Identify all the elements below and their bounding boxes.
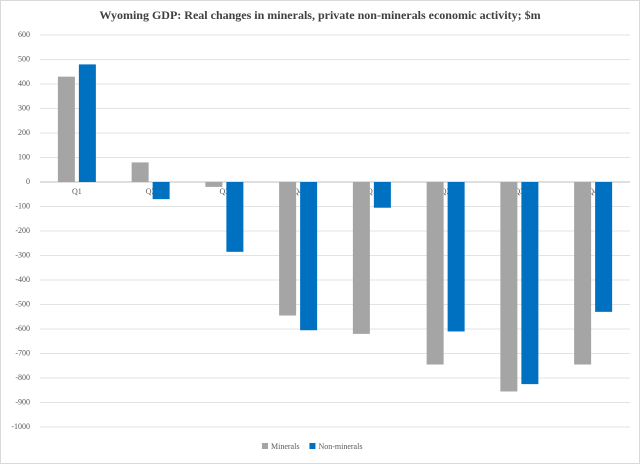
y-tick-label: 600 — [18, 30, 30, 39]
x-tick-label: Q1 — [367, 187, 377, 196]
bar — [152, 182, 170, 200]
bar — [373, 182, 391, 208]
bar — [595, 182, 613, 312]
bar — [574, 182, 592, 365]
bar — [279, 182, 297, 316]
y-tick-label: 100 — [18, 152, 30, 161]
y-tick-label: -500 — [15, 299, 30, 308]
x-tick-label: Q3 — [514, 187, 524, 196]
x-tick-label: Q3 — [219, 187, 229, 196]
y-tick-label: -200 — [15, 226, 30, 235]
legend-label: Non-minerals — [318, 442, 362, 451]
y-tick-label: -1000 — [11, 422, 30, 431]
bar — [226, 182, 244, 252]
y-tick-label: -600 — [15, 324, 30, 333]
bar — [500, 182, 518, 392]
legend-label: Minerals — [271, 442, 299, 451]
bar — [78, 64, 96, 182]
bar — [521, 182, 539, 385]
y-tick-label: -800 — [15, 373, 30, 382]
legend-swatch — [262, 443, 268, 449]
bar — [426, 182, 444, 365]
x-tick-label: Q2 — [146, 187, 156, 196]
y-tick-label: 0 — [26, 177, 30, 186]
y-tick-label: 300 — [18, 103, 30, 112]
bar — [300, 182, 318, 331]
y-tick-label: -400 — [15, 275, 30, 284]
legend-swatch — [309, 443, 316, 449]
y-tick-label: -900 — [15, 397, 30, 406]
x-tick-label: Q4 — [293, 187, 303, 196]
y-tick-label: 500 — [18, 54, 30, 63]
y-tick-label: -700 — [15, 348, 30, 357]
bar — [447, 182, 465, 332]
bar — [57, 76, 75, 182]
y-tick-label: -300 — [15, 250, 30, 259]
bar — [352, 182, 370, 334]
y-tick-label: 400 — [18, 79, 30, 88]
chart-title: Wyoming GDP: Real changes in minerals, p… — [99, 8, 540, 22]
bar — [131, 162, 149, 182]
x-tick-label: Q4 — [588, 187, 598, 196]
y-tick-label: -100 — [15, 201, 30, 210]
bar — [205, 182, 223, 187]
x-tick-label: Q1 — [72, 187, 82, 196]
x-tick-label: Q2 — [441, 187, 451, 196]
y-tick-label: 200 — [18, 128, 30, 137]
